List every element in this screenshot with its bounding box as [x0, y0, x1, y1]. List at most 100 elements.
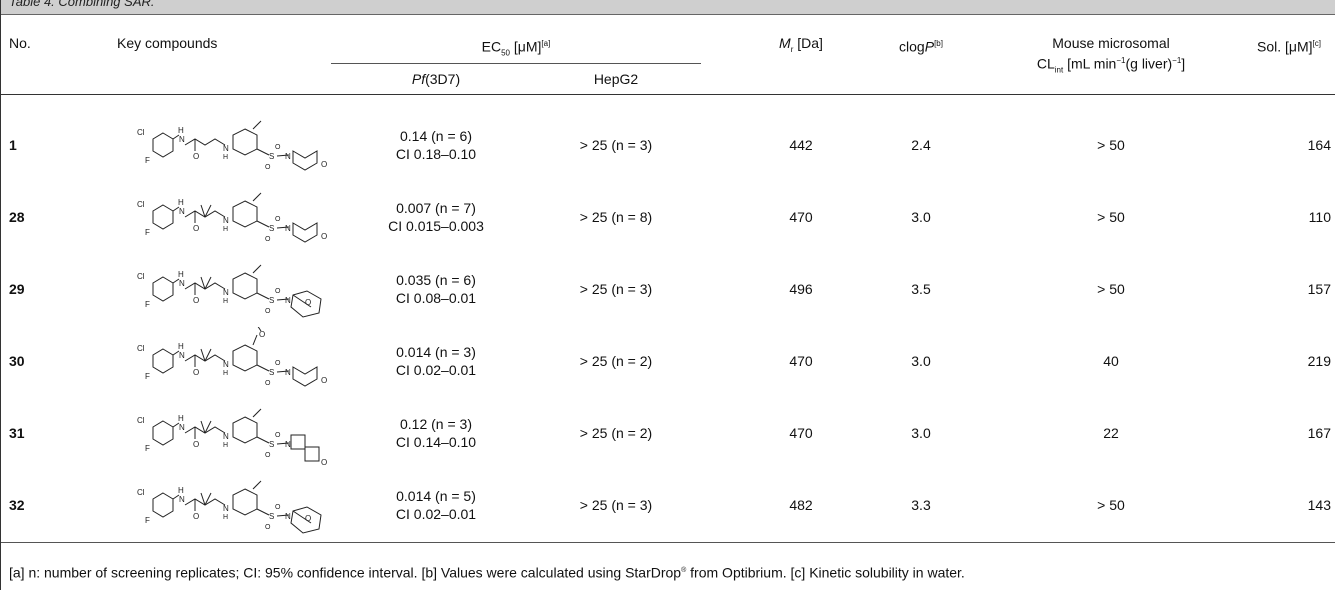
svg-text:N: N [223, 360, 229, 369]
svg-text:N: N [285, 512, 291, 521]
svg-text:F: F [145, 372, 150, 381]
header-mouse-unit-a: [mL min [1067, 55, 1117, 72]
svg-text:O: O [259, 330, 265, 339]
header-mouse-cl-sub: int [1054, 65, 1064, 75]
header-mr-unit: [Da] [797, 35, 823, 51]
svg-text:S: S [269, 296, 274, 305]
svg-text:O: O [193, 296, 199, 305]
svg-text:Cl: Cl [137, 488, 145, 497]
cell-mr: 482 [789, 497, 813, 513]
cell-no: 28 [9, 209, 25, 225]
svg-text:H: H [223, 298, 228, 305]
svg-text:S: S [269, 512, 274, 521]
table-row: 31 Cl F H N O N H S O O N O 0.12 (n = 3) CI 0.14–0.10 >… [1, 398, 1335, 468]
svg-text:N: N [223, 432, 229, 441]
svg-text:Cl: Cl [137, 272, 145, 281]
svg-text:H: H [223, 514, 228, 521]
cell-mr: 470 [789, 353, 813, 369]
footnote-text-a: [a] n: number of screening replicates; C… [9, 564, 682, 581]
header-mouse-unit-c: ] [1181, 55, 1186, 72]
svg-text:N: N [179, 495, 185, 504]
header-mouse-cl: CL [1036, 55, 1055, 72]
header-mouse-unit-b: (g liver) [1125, 55, 1173, 72]
svg-text:O: O [275, 432, 281, 439]
compound-structure-image: Cl F H N O N H S O O N O [134, 254, 346, 324]
svg-text:O: O [321, 376, 327, 385]
svg-text:N: N [285, 224, 291, 233]
svg-text:Cl: Cl [137, 128, 145, 137]
svg-text:H: H [178, 198, 184, 207]
header-no: No. [9, 35, 31, 51]
svg-text:N: N [223, 216, 229, 225]
header-bottom-rule [1, 94, 1335, 95]
header-pf: Pf(3D7) [331, 71, 541, 88]
pf-ci: CI 0.08–0.01 [395, 290, 477, 306]
header-clogp-p: P [924, 38, 935, 55]
cell-solubility: 157 [1307, 281, 1331, 297]
svg-text:H: H [223, 154, 228, 161]
cell-hepg2: > 25 (n = 8) [579, 209, 653, 225]
table-row: 1 Cl F H N O N H S O O N O 0.14 (n = 6) CI 0.18–0.10 > … [1, 110, 1335, 180]
header-sol-label: Sol. [μM] [1257, 38, 1313, 55]
cell-mouse-clint: > 50 [1097, 137, 1125, 153]
svg-text:N: N [223, 144, 229, 153]
header-ec50-sub: 50 [501, 48, 511, 58]
cell-mouse-clint: > 50 [1097, 209, 1125, 225]
table-row: 28 Cl F H N O N H S O O N O 0.007 (n = 7) CI 0.015–0.0… [1, 182, 1335, 252]
svg-text:N: N [285, 296, 291, 305]
cell-mouse-clint: 22 [1103, 425, 1119, 441]
svg-text:O: O [265, 452, 271, 459]
svg-text:O: O [265, 380, 271, 387]
svg-text:Cl: Cl [137, 344, 145, 353]
svg-text:N: N [223, 288, 229, 297]
header-ec50-unit: [μM] [513, 38, 542, 55]
header-mr-label: M [779, 35, 791, 51]
cell-no: 1 [9, 137, 17, 153]
cell-mr: 470 [789, 209, 813, 225]
svg-text:N: N [285, 440, 291, 449]
cell-solubility: 219 [1307, 353, 1331, 369]
svg-text:H: H [223, 442, 228, 449]
header-mr: Mr [Da] [751, 35, 851, 58]
svg-text:Cl: Cl [137, 416, 145, 425]
cell-hepg2: > 25 (n = 2) [579, 353, 653, 369]
svg-text:N: N [223, 504, 229, 513]
cell-hepg2: > 25 (n = 3) [579, 281, 653, 297]
footnote-text-b: from Optibrium. [c] Kinetic solubility i… [686, 564, 965, 581]
cell-no: 32 [9, 497, 25, 513]
pf-ci: CI 0.015–0.003 [388, 218, 484, 234]
svg-text:S: S [269, 368, 274, 377]
cell-no: 31 [9, 425, 25, 441]
cell-hepg2: > 25 (n = 3) [579, 137, 653, 153]
compound-structure-image: Cl F H N O N H S O O N O [134, 110, 346, 180]
header-pf-strain: (3D7) [425, 71, 461, 87]
header-hepg2: HepG2 [593, 71, 639, 87]
pf-value: 0.14 (n = 6) [400, 128, 472, 144]
ec50-subheader-rule [331, 63, 701, 64]
cell-clogp: 3.3 [911, 497, 931, 513]
svg-text:O: O [305, 514, 311, 523]
cell-clogp: 3.0 [911, 353, 931, 369]
svg-text:S: S [269, 440, 274, 449]
cell-pf-ec50: 0.014 (n = 3) CI 0.02–0.01 [331, 326, 541, 396]
svg-text:O: O [193, 152, 199, 161]
table-row: 32 Cl F H N O N H S O O N O 0.014 (n = 5) CI 0.02–0.01… [1, 470, 1335, 540]
svg-text:H: H [223, 370, 228, 377]
pf-value: 0.014 (n = 3) [396, 344, 476, 360]
svg-text:H: H [178, 126, 184, 135]
pf-ci: CI 0.02–0.01 [395, 506, 477, 522]
pf-value: 0.014 (n = 5) [396, 488, 476, 504]
svg-text:O: O [321, 160, 327, 169]
svg-text:N: N [285, 152, 291, 161]
svg-text:O: O [305, 298, 311, 307]
compound-structure-image: Cl F H N O N H O S O O N O [134, 326, 346, 396]
svg-text:O: O [275, 504, 281, 511]
svg-text:O: O [193, 224, 199, 233]
cell-pf-ec50: 0.14 (n = 6) CI 0.18–0.10 [331, 110, 541, 180]
cell-hepg2: > 25 (n = 2) [579, 425, 653, 441]
cell-no: 30 [9, 353, 25, 369]
svg-text:F: F [145, 156, 150, 165]
header-ec50-label: EC [481, 38, 502, 55]
svg-text:O: O [193, 368, 199, 377]
